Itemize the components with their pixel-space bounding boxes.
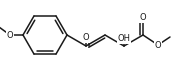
- Text: O: O: [83, 33, 89, 42]
- Text: OH: OH: [117, 34, 130, 43]
- Text: O: O: [140, 13, 146, 22]
- Text: O: O: [155, 40, 161, 50]
- Text: O: O: [7, 30, 13, 40]
